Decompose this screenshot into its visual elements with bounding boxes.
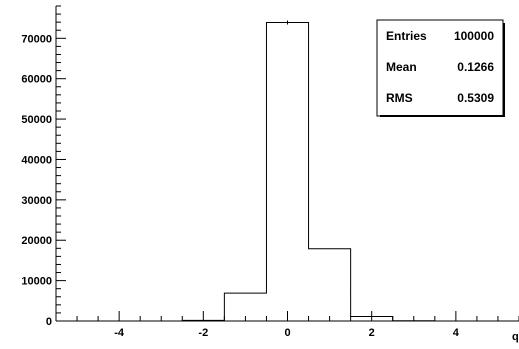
x-tick-label: 4: [453, 327, 460, 339]
rms-value: 0.5309: [457, 91, 494, 105]
histogram-bin: [266, 23, 308, 321]
histogram-bin: [309, 249, 351, 321]
x-tick-label: -2: [198, 327, 208, 339]
y-tick-label: 30000: [21, 195, 52, 207]
y-axis: 0 10000 20000 30000 40000 50000 60000 70000: [21, 5, 66, 328]
y-tick-label: 10000: [21, 276, 52, 288]
entries-value: 100000: [454, 29, 494, 43]
y-tick-label: 70000: [21, 33, 52, 45]
rms-label: RMS: [386, 91, 413, 105]
entries-label: Entries: [386, 29, 427, 43]
x-axis-title: q: [512, 331, 519, 343]
x-tick-label: 2: [369, 327, 375, 339]
y-tick-label: 60000: [21, 74, 52, 86]
y-tick-label: 40000: [21, 154, 52, 166]
x-axis: -4 -2 0 2 4: [55, 311, 519, 339]
y-tick-label: 0: [46, 316, 52, 328]
x-tick-label: 0: [284, 327, 290, 339]
mean-label: Mean: [386, 60, 417, 74]
y-tick-label: 50000: [21, 114, 52, 126]
x-tick-label: -4: [114, 327, 125, 339]
y-tick-label: 20000: [21, 235, 52, 247]
stats-box: Entries 100000 Mean 0.1266 RMS 0.5309: [376, 19, 505, 117]
mean-value: 0.1266: [457, 60, 494, 74]
